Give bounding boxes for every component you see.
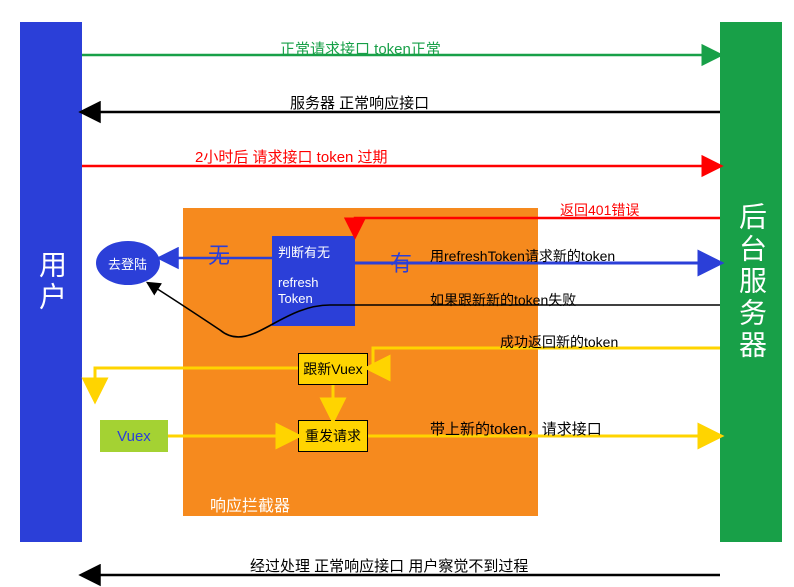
arrow-label-a1: 正常请求接口 token正常 — [280, 38, 441, 59]
arrow-label-a8: 成功返回新的token — [500, 332, 618, 352]
judge-line2: refresh — [278, 275, 318, 291]
arrow-label-a6: 用refreshToken请求新的token — [430, 246, 615, 266]
server-label: 后台服务器 — [731, 202, 771, 362]
judge-line1: 判断有无 — [278, 242, 330, 261]
vuex-box: Vuex — [100, 420, 168, 452]
resend-box: 重发请求 — [298, 420, 368, 452]
arrow-label-a3: 2小时后 请求接口 token 过期 — [195, 146, 388, 167]
arrow-label-a4: 返回401错误 — [560, 200, 639, 220]
arrow-label-a7: 如果跟新新的token失败 — [430, 290, 576, 310]
judge-box: 判断有无 refreshToken — [272, 236, 355, 326]
vuex-update-box: 跟新Vuex — [298, 353, 368, 385]
interceptor-label: 响应拦截器 — [210, 492, 290, 516]
user-box: 用户 — [20, 22, 82, 542]
diagram-canvas: 用户 后台服务器响应拦截器 判断有无 refreshToken 跟新Vuex 重发请求 Vu… — [0, 0, 794, 587]
label-wu: 无 — [208, 238, 230, 270]
server-box: 后台服务器 — [720, 22, 782, 542]
arrow-label-a12: 带上新的token，请求接口 — [430, 418, 602, 439]
judge-line-wrap: refreshToken — [278, 275, 318, 306]
user-label: 用户 — [31, 250, 71, 314]
login-label: 去登陆 — [108, 254, 147, 273]
arrow-label-a2: 服务器 正常响应接口 — [290, 92, 429, 113]
arrow-label-a13: 经过处理 正常响应接口 用户察觉不到过程 — [250, 555, 528, 576]
judge-line3: Token — [278, 291, 318, 307]
label-you: 有 — [390, 246, 412, 278]
